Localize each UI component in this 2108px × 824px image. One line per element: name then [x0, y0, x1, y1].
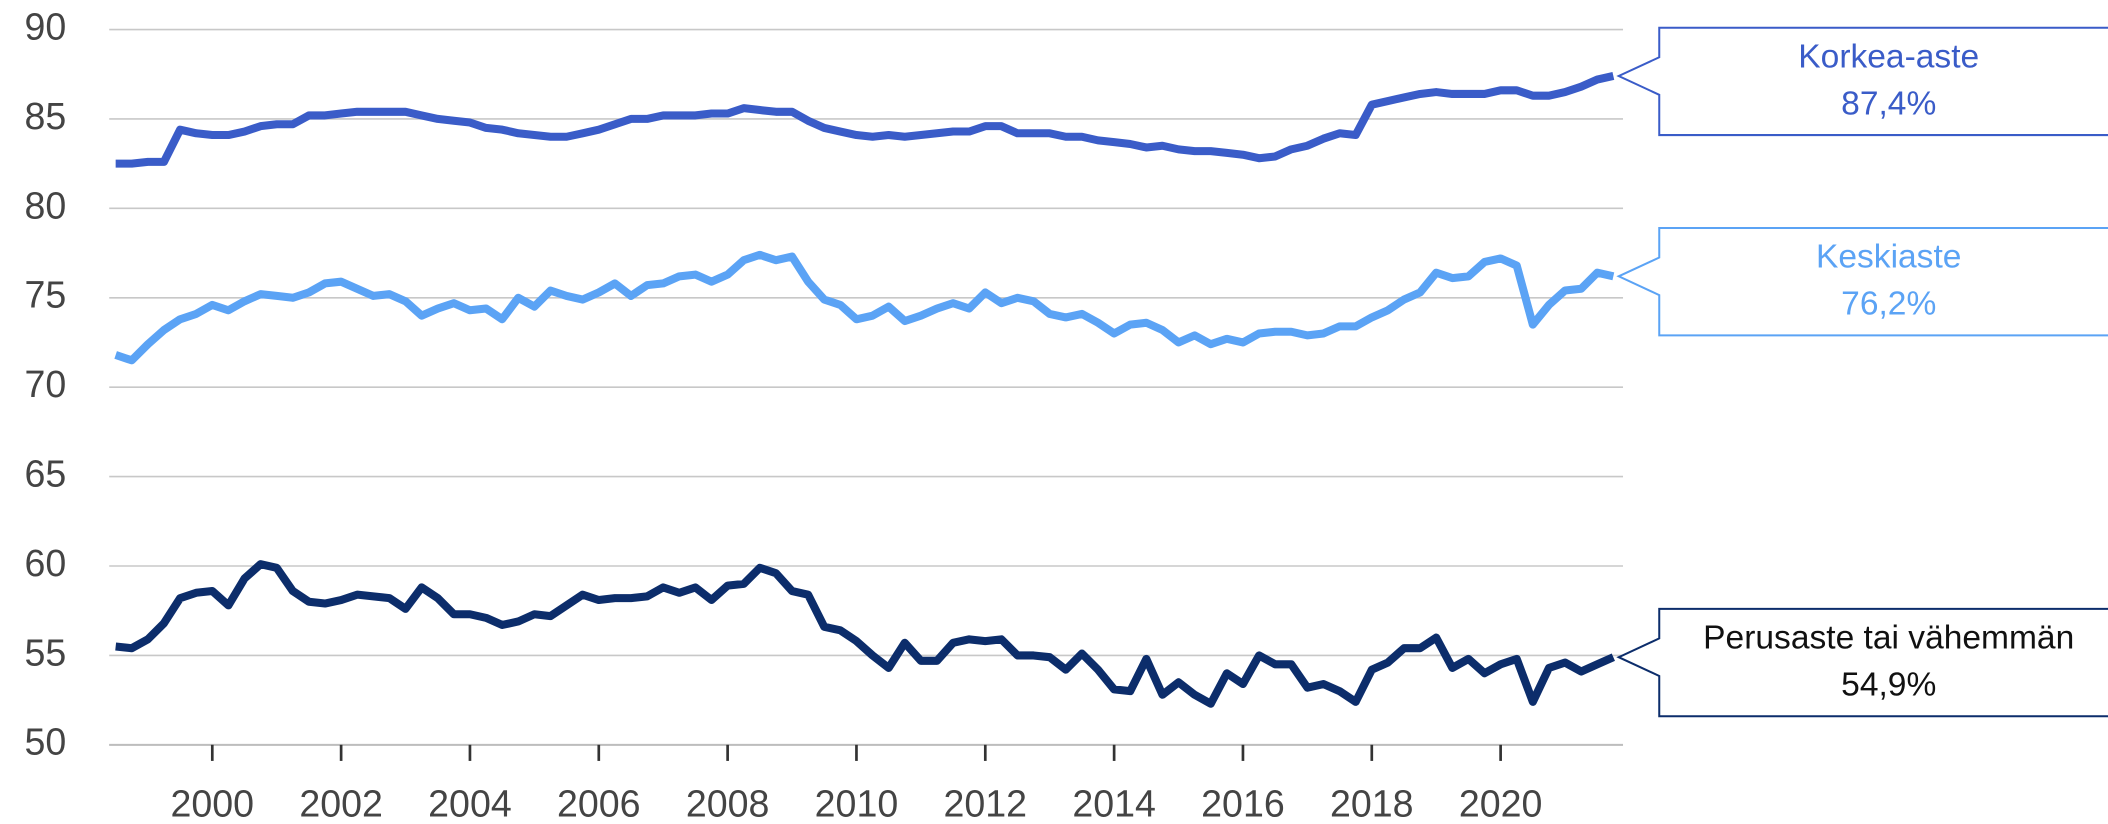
data-label: 76,2% — [1841, 286, 1936, 323]
data-label: 87,4% — [1841, 85, 1936, 122]
y-tick-label: 75 — [24, 274, 66, 316]
y-tick-label: 55 — [24, 631, 66, 673]
x-tick-label: 2004 — [428, 782, 512, 824]
data-label: 54,9% — [1841, 667, 1936, 704]
callout-box — [1616, 607, 2108, 718]
legend-label: Korkea-aste — [1798, 38, 1979, 75]
y-tick-label: 85 — [24, 95, 66, 137]
y-tick-label: 60 — [24, 542, 66, 584]
y-tick-label: 65 — [24, 453, 66, 495]
line-series — [115, 560, 1615, 708]
legend-label: Perusaste tai vähemmän — [1703, 620, 2074, 657]
y-tick-label: 50 — [24, 721, 66, 763]
x-tick-label: 2014 — [1072, 782, 1156, 824]
x-tick-label: 2016 — [1201, 782, 1285, 824]
line-series — [114, 250, 1615, 365]
y-tick-label: 90 — [24, 5, 66, 47]
x-tick-label: 2018 — [1330, 782, 1414, 824]
line-series — [115, 72, 1615, 168]
x-tick-label: 2008 — [686, 782, 770, 824]
y-tick-label: 80 — [24, 184, 66, 226]
x-tick-label: 2020 — [1459, 782, 1543, 824]
callout-box — [1616, 26, 2108, 137]
x-tick-label: 2000 — [171, 782, 255, 824]
x-tick-label: 2002 — [299, 782, 383, 824]
legend-label: Keskiaste — [1816, 239, 1961, 276]
x-tick-label: 2012 — [944, 782, 1028, 824]
callout-box — [1616, 226, 2108, 337]
x-tick-label: 2010 — [815, 782, 899, 824]
y-tick-label: 70 — [24, 363, 66, 405]
x-tick-label: 2006 — [557, 782, 641, 824]
